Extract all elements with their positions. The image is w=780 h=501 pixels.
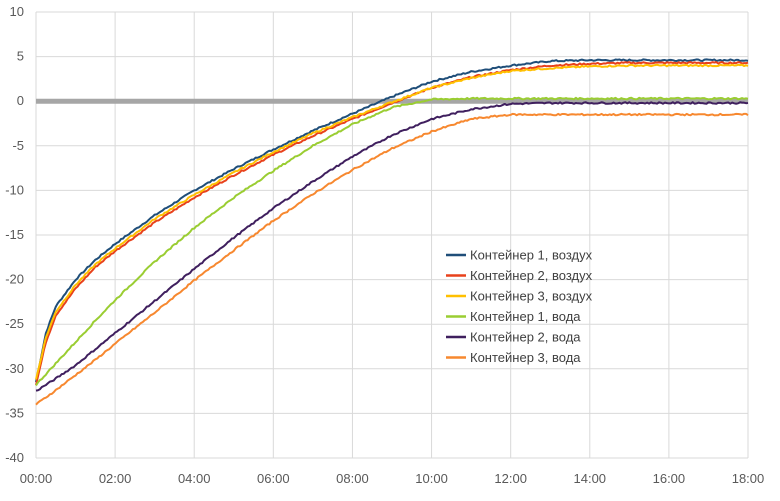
y-tick-label: -25 xyxy=(5,316,24,331)
x-tick-label: 04:00 xyxy=(178,471,211,486)
x-tick-label: 06:00 xyxy=(257,471,290,486)
legend-label: Контейнер 3, воздух xyxy=(470,289,593,304)
series-line-4 xyxy=(35,96,749,387)
series-line-5 xyxy=(35,101,749,392)
y-tick-label: -15 xyxy=(5,227,24,242)
x-axis-tick-labels: 00:00 02:00 04:00 06:00 08:00 10:00 12:00 14:00… xyxy=(20,471,765,486)
y-tick-label: -40 xyxy=(5,450,24,465)
y-tick-label: -10 xyxy=(5,182,24,197)
legend-label: Контейнер 1, воздух xyxy=(470,248,593,263)
series-line-6 xyxy=(35,112,749,406)
x-tick-label: 18:00 xyxy=(732,471,765,486)
y-axis-tick-labels: 10 5 0 -5 -10 -15 -20 -25 -30 -35 -40 xyxy=(5,4,24,465)
legend: Контейнер 1, воздух Контейнер 2, воздух Ко… xyxy=(446,248,593,365)
x-tick-label: 14:00 xyxy=(574,471,607,486)
y-tick-label: -30 xyxy=(5,361,24,376)
y-tick-label: 0 xyxy=(17,93,24,108)
x-tick-label: 02:00 xyxy=(99,471,132,486)
y-tick-label: -20 xyxy=(5,272,24,287)
y-tick-label: 5 xyxy=(17,49,24,64)
series-line-1 xyxy=(35,58,749,383)
legend-label: Контейнер 3, вода xyxy=(470,350,581,365)
legend-label: Контейнер 1, вода xyxy=(470,309,581,324)
x-tick-label: 08:00 xyxy=(336,471,369,486)
x-tick-label: 00:00 xyxy=(20,471,53,486)
y-tick-label: -35 xyxy=(5,405,24,420)
series-line-3 xyxy=(35,63,749,380)
legend-label: Контейнер 2, вода xyxy=(470,330,581,345)
y-tick-label: -5 xyxy=(12,138,24,153)
series-lines xyxy=(35,58,749,406)
x-tick-label: 12:00 xyxy=(494,471,527,486)
legend-label: Контейнер 2, воздух xyxy=(470,268,593,283)
gridlines xyxy=(35,11,749,459)
y-tick-label: 10 xyxy=(10,4,24,19)
x-tick-label: 10:00 xyxy=(415,471,448,486)
x-tick-label: 16:00 xyxy=(653,471,686,486)
